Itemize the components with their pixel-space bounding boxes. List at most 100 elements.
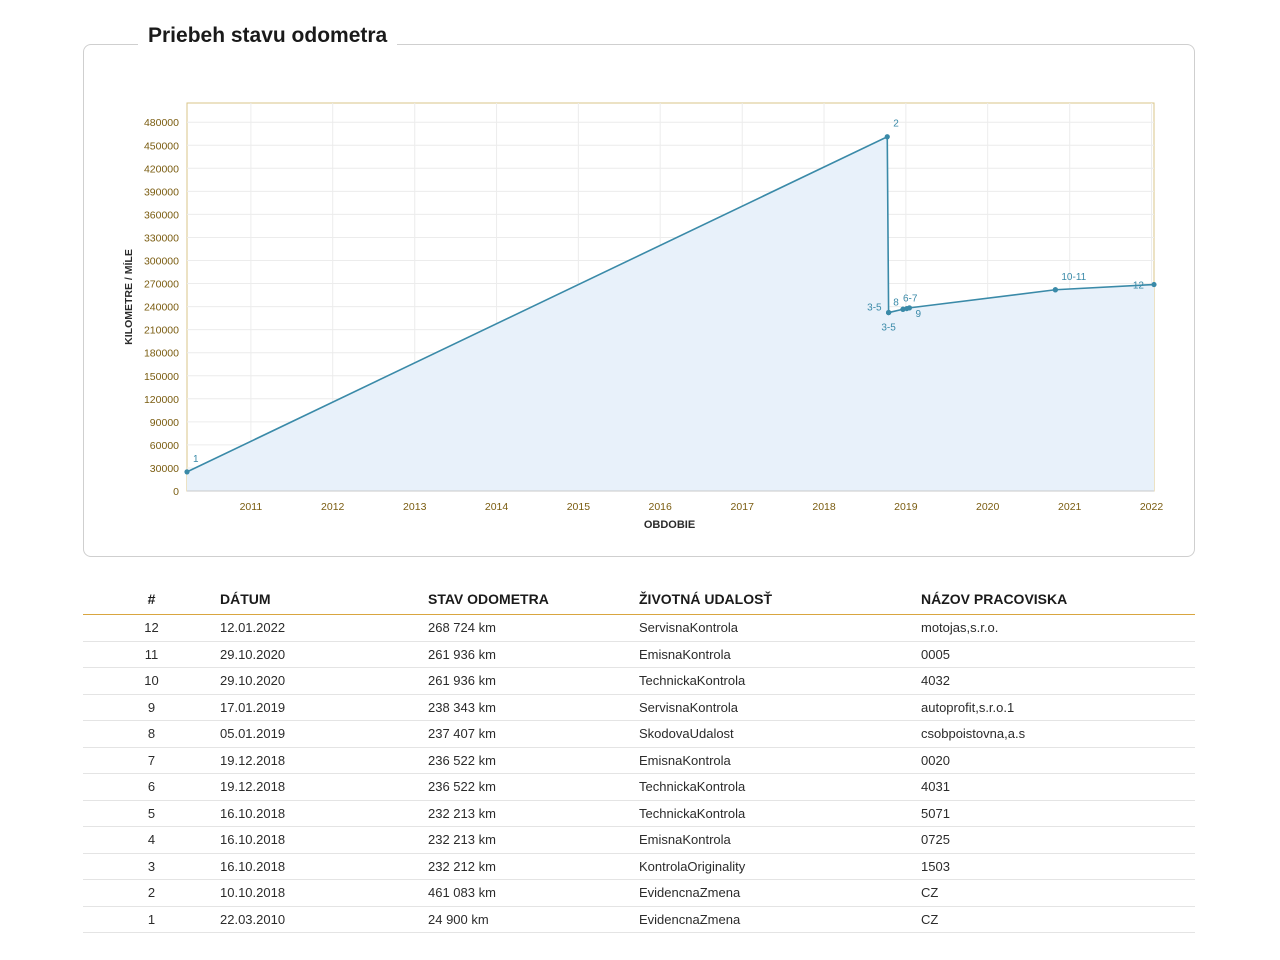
row-date: 16.10.2018 xyxy=(220,800,428,827)
data-point xyxy=(184,469,190,475)
row-number: 6 xyxy=(83,773,220,801)
x-tick-label: 2022 xyxy=(1140,501,1164,513)
row-number: 5 xyxy=(83,800,220,827)
table-row: 12 12.01.2022 268 724 km ServisnaKontrola mo… xyxy=(83,614,1195,642)
odometer-chart-panel xyxy=(83,44,1195,557)
row-date: 29.10.2020 xyxy=(220,641,428,668)
x-tick-label: 2021 xyxy=(1058,501,1082,513)
row-odometer: 261 936 km xyxy=(428,667,639,695)
row-event: EvidencnaZmena xyxy=(639,879,921,907)
row-event: EmisnaKontrola xyxy=(639,826,921,854)
row-number: 9 xyxy=(83,694,220,721)
table-header-row: # DÁTUM STAV ODOMETRA ŽIVOTNÁ UDALOSŤ NÁ… xyxy=(83,588,1195,615)
y-tick-label: 450000 xyxy=(144,140,179,152)
row-workshop: 5071 xyxy=(921,800,1195,827)
data-point xyxy=(884,134,890,140)
x-tick-label: 2017 xyxy=(731,501,755,513)
row-odometer: 461 083 km xyxy=(428,879,639,907)
row-number: 4 xyxy=(83,826,220,854)
row-workshop: CZ xyxy=(921,879,1195,907)
row-date: 19.12.2018 xyxy=(220,747,428,774)
point-annotation: 1 xyxy=(193,454,199,465)
row-date: 17.01.2019 xyxy=(220,694,428,721)
row-odometer: 24 900 km xyxy=(428,906,639,933)
row-date: 16.10.2018 xyxy=(220,826,428,854)
x-tick-label: 2011 xyxy=(240,501,263,513)
x-tick-label: 2016 xyxy=(649,501,673,513)
y-tick-label: 60000 xyxy=(150,440,179,452)
row-number: 2 xyxy=(83,879,220,907)
row-workshop: 0725 xyxy=(921,826,1195,854)
row-date: 19.12.2018 xyxy=(220,773,428,801)
row-event: TechnickaKontrola xyxy=(639,800,921,827)
odometer-records-table: # DÁTUM STAV ODOMETRA ŽIVOTNÁ UDALOSŤ NÁ… xyxy=(83,588,1195,933)
row-workshop: csobpoistovna,a.s xyxy=(921,720,1195,748)
table-row: 10 29.10.2020 261 936 km TechnickaKontrola 4… xyxy=(83,667,1195,695)
row-number: 12 xyxy=(83,614,220,642)
x-tick-label: 2020 xyxy=(976,501,1000,513)
row-event: SkodovaUdalost xyxy=(639,720,921,748)
row-event: TechnickaKontrola xyxy=(639,667,921,695)
point-annotation: 2 xyxy=(893,119,899,130)
row-event: TechnickaKontrola xyxy=(639,773,921,801)
y-tick-label: 420000 xyxy=(144,163,179,175)
row-date: 16.10.2018 xyxy=(220,853,428,880)
row-event: KontrolaOriginality xyxy=(639,853,921,880)
point-annotation: 6-7 xyxy=(903,293,918,304)
row-number: 11 xyxy=(83,641,220,668)
point-annotation: 3-5 xyxy=(867,303,882,314)
row-odometer: 236 522 km xyxy=(428,747,639,774)
area-fill xyxy=(187,136,1154,492)
row-number: 3 xyxy=(83,853,220,880)
table-row: 8 05.01.2019 237 407 km SkodovaUdalost csobp… xyxy=(83,720,1195,748)
row-workshop: 0005 xyxy=(921,641,1195,668)
row-odometer: 237 407 km xyxy=(428,720,639,748)
x-tick-label: 2019 xyxy=(894,501,918,513)
row-date: 22.03.2010 xyxy=(220,906,428,933)
row-workshop: autoprofit,s.r.o.1 xyxy=(921,694,1195,721)
y-tick-label: 90000 xyxy=(150,417,179,429)
row-workshop: 4031 xyxy=(921,773,1195,801)
y-tick-label: 0 xyxy=(173,486,179,498)
table-row: 7 19.12.2018 236 522 km EmisnaKontrola 0020 xyxy=(83,747,1195,774)
table-row: 1 22.03.2010 24 900 km EvidencnaZmena CZ xyxy=(83,906,1195,933)
x-tick-label: 2014 xyxy=(485,501,509,513)
row-workshop: 4032 xyxy=(921,667,1195,695)
y-tick-label: 330000 xyxy=(144,232,179,244)
row-date: 12.01.2022 xyxy=(220,614,428,642)
data-point xyxy=(906,305,913,311)
row-odometer: 232 213 km xyxy=(428,826,639,854)
y-axis-title: KILOMETRE / MÍLE xyxy=(122,249,135,345)
row-odometer: 236 522 km xyxy=(428,773,639,801)
y-tick-label: 120000 xyxy=(144,394,179,406)
table-row: 2 10.10.2018 461 083 km EvidencnaZmena CZ xyxy=(83,879,1195,907)
row-workshop: 1503 xyxy=(921,853,1195,880)
x-tick-label: 2013 xyxy=(403,501,427,513)
odometer-chart: 0 30000 60000 90000 120000 150000 180000 210000… xyxy=(122,102,1164,531)
point-annotation: 3-5 xyxy=(881,323,896,334)
row-odometer: 232 212 km xyxy=(428,853,639,880)
header-event: ŽIVOTNÁ UDALOSŤ xyxy=(639,588,921,615)
point-annotation: 9 xyxy=(915,309,921,320)
row-odometer: 268 724 km xyxy=(428,614,639,642)
row-workshop: motojas,s.r.o. xyxy=(921,614,1195,642)
x-axis-title: OBDOBIE xyxy=(644,519,695,531)
y-tick-label: 180000 xyxy=(144,348,179,360)
row-event: EmisnaKontrola xyxy=(639,641,921,668)
header-workshop: NÁZOV PRACOVISKA xyxy=(921,588,1195,615)
row-number: 8 xyxy=(83,720,220,748)
point-annotation: 10-11 xyxy=(1061,272,1086,283)
x-tick-label: 2015 xyxy=(567,501,591,513)
y-tick-label: 240000 xyxy=(144,302,179,314)
x-tick-label: 2012 xyxy=(321,501,345,513)
row-event: EmisnaKontrola xyxy=(639,747,921,774)
table-row: 6 19.12.2018 236 522 km TechnickaKontrola 40… xyxy=(83,773,1195,801)
table-row: 5 16.10.2018 232 213 km TechnickaKontrola 50… xyxy=(83,800,1195,827)
row-odometer: 238 343 km xyxy=(428,694,639,721)
row-workshop: 0020 xyxy=(921,747,1195,774)
row-date: 29.10.2020 xyxy=(220,667,428,695)
point-annotation: 12 xyxy=(1133,281,1145,292)
row-odometer: 261 936 km xyxy=(428,641,639,668)
data-point xyxy=(1151,281,1157,288)
x-tick-label: 2018 xyxy=(812,501,836,513)
